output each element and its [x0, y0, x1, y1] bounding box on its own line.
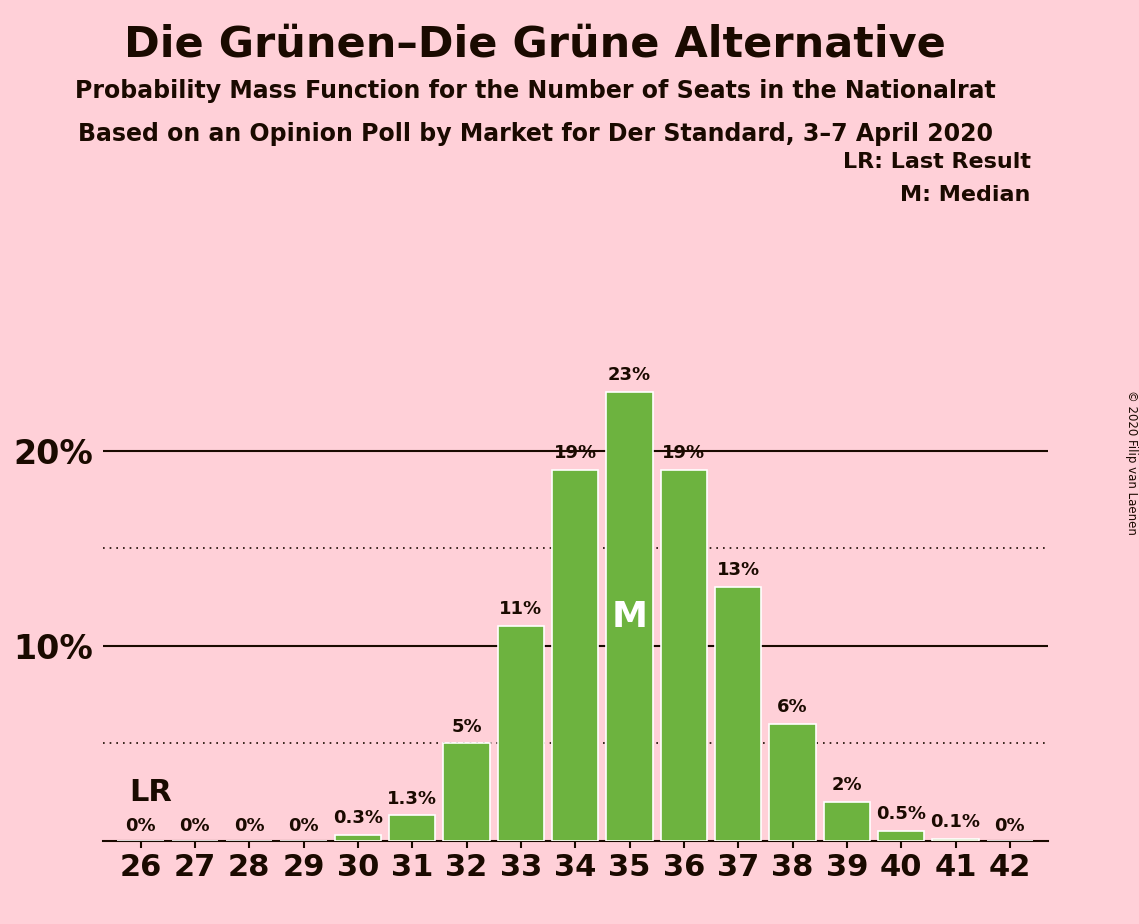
Text: LR: Last Result: LR: Last Result [843, 152, 1031, 173]
Text: 0%: 0% [288, 817, 319, 835]
Bar [823, 802, 870, 841]
Bar [443, 743, 490, 841]
Text: 0.5%: 0.5% [876, 806, 926, 823]
Text: 13%: 13% [716, 562, 760, 579]
Text: Based on an Opinion Poll by Market for Der Standard, 3–7 April 2020: Based on an Opinion Poll by Market for D… [77, 122, 993, 146]
Text: 2%: 2% [831, 776, 862, 794]
Text: 0.3%: 0.3% [333, 809, 383, 827]
Bar [715, 588, 761, 841]
Text: 0%: 0% [125, 817, 156, 835]
Text: 0%: 0% [180, 817, 211, 835]
Bar [933, 839, 978, 841]
Text: 0.1%: 0.1% [931, 813, 981, 831]
Text: 23%: 23% [608, 367, 652, 384]
Text: 11%: 11% [499, 601, 542, 618]
Text: 19%: 19% [662, 444, 705, 462]
Bar [390, 816, 435, 841]
Bar [606, 392, 653, 841]
Bar [770, 723, 816, 841]
Text: M: M [612, 600, 648, 634]
Text: M: Median: M: Median [901, 185, 1031, 205]
Text: 19%: 19% [554, 444, 597, 462]
Bar [661, 470, 707, 841]
Text: © 2020 Filip van Laenen: © 2020 Filip van Laenen [1124, 390, 1138, 534]
Bar [335, 835, 380, 841]
Text: 5%: 5% [451, 718, 482, 736]
Bar [878, 831, 924, 841]
Text: 1.3%: 1.3% [387, 790, 437, 808]
Text: 6%: 6% [777, 698, 808, 716]
Text: 0%: 0% [233, 817, 264, 835]
Text: Probability Mass Function for the Number of Seats in the Nationalrat: Probability Mass Function for the Number… [75, 79, 995, 103]
Text: Die Grünen–Die Grüne Alternative: Die Grünen–Die Grüne Alternative [124, 23, 947, 65]
Text: LR: LR [130, 778, 172, 807]
Bar [498, 626, 544, 841]
Bar [552, 470, 598, 841]
Text: 0%: 0% [994, 817, 1025, 835]
